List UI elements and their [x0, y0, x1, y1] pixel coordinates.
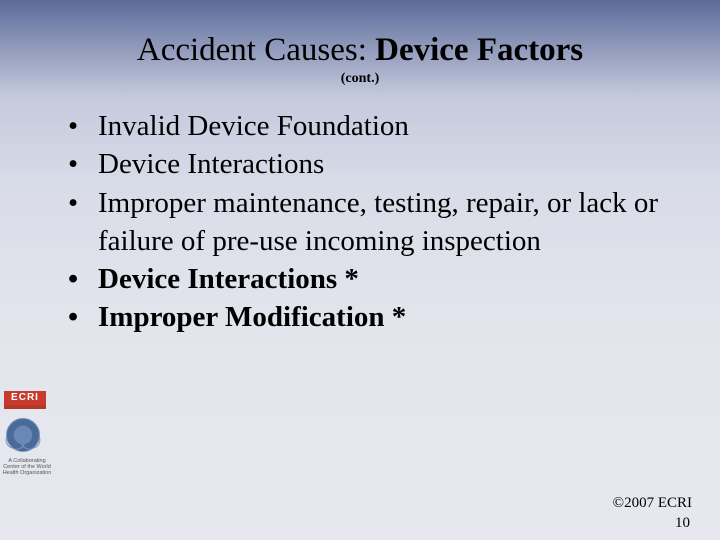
who-logo-caption: A Collaborating Center of the World Heal…: [0, 458, 54, 476]
copyright-text: ©2007 ECRI: [613, 495, 692, 512]
ecri-logo-bar-icon: [4, 405, 46, 409]
bullet-item: Improper maintenance, testing, repair, o…: [62, 184, 680, 261]
slide-title: Accident Causes: Device Factors: [0, 0, 720, 69]
bullet-item: Invalid Device Foundation: [62, 107, 680, 145]
bullet-item: Device Interactions: [62, 145, 680, 183]
title-plain: Accident Causes:: [137, 32, 375, 68]
bullet-list: Invalid Device Foundation Device Interac…: [62, 107, 680, 337]
ecri-logo-icon: ECRI: [4, 391, 46, 405]
bullet-item: Improper Modification *: [62, 298, 680, 336]
who-logo-leaves-icon: [2, 444, 44, 456]
title-bold: Device Factors: [375, 32, 583, 68]
bullet-item: Device Interactions *: [62, 260, 680, 298]
page-number: 10: [675, 515, 690, 532]
slide-subtitle: (cont.): [0, 71, 720, 87]
